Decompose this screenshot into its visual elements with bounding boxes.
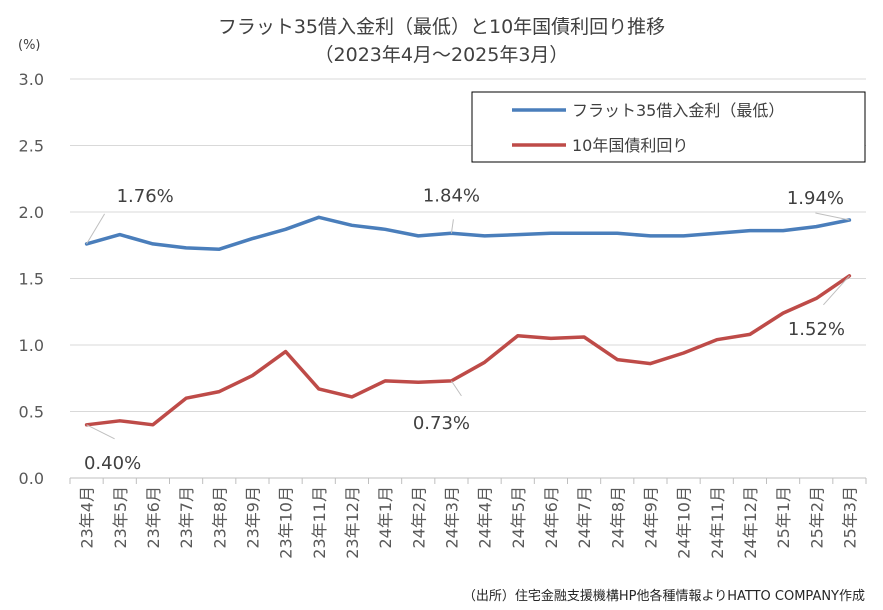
x-tick-label: 24年3月 bbox=[442, 486, 461, 549]
data-label: 1.84% bbox=[423, 185, 480, 206]
y-tick-label: 2.0 bbox=[19, 203, 44, 222]
data-label: 0.73% bbox=[413, 413, 470, 434]
data-label: 0.40% bbox=[84, 453, 141, 474]
x-tick-label: 23年9月 bbox=[243, 486, 262, 549]
annotation-leader bbox=[451, 380, 462, 397]
x-tick-label: 23年12月 bbox=[343, 486, 362, 559]
data-label: 1.94% bbox=[787, 188, 844, 209]
x-tick-label: 24年1月 bbox=[376, 486, 395, 549]
y-tick-label: 0.0 bbox=[19, 469, 44, 488]
x-tick-label: 24年11月 bbox=[708, 486, 727, 559]
x-tick-label: 23年7月 bbox=[177, 486, 196, 549]
y-tick-label: 1.0 bbox=[19, 336, 44, 355]
x-tick-label: 24年2月 bbox=[409, 486, 428, 549]
y-tick-label: 0.5 bbox=[19, 403, 44, 422]
series-line-jgb10y bbox=[84, 274, 852, 427]
x-tick-label: 24年4月 bbox=[476, 486, 495, 549]
chart-subtitle: （2023年4月～2025年3月） bbox=[314, 44, 569, 66]
annotation-leader bbox=[86, 424, 115, 440]
legend-label: 10年国債利回り bbox=[572, 136, 688, 155]
x-tick-label: 24年6月 bbox=[542, 486, 561, 549]
x-tick-label: 23年8月 bbox=[210, 486, 229, 549]
legend-box bbox=[471, 91, 866, 163]
data-label: 1.76% bbox=[117, 186, 174, 207]
source-note: （出所）住宅金融支援機構HP他各種情報よりHATTO COMPANY作成 bbox=[462, 589, 865, 604]
y-tick-label: 2.5 bbox=[19, 137, 44, 156]
x-tick-label: 24年10月 bbox=[675, 486, 694, 559]
annotation-leader bbox=[86, 213, 106, 245]
x-tick-label: 23年11月 bbox=[310, 486, 329, 559]
x-tick-label: 24年5月 bbox=[509, 486, 528, 549]
x-tick-label: 23年5月 bbox=[111, 486, 130, 549]
y-tick-label: 1.5 bbox=[19, 270, 44, 289]
legend-label: フラット35借入金利（最低） bbox=[572, 101, 784, 120]
x-tick-label: 24年12月 bbox=[741, 486, 760, 559]
annotation-leader bbox=[815, 212, 850, 221]
x-tick-label: 24年8月 bbox=[608, 486, 627, 549]
annotation-leader bbox=[450, 219, 454, 234]
x-tick-label: 25年1月 bbox=[774, 486, 793, 549]
x-tick-label: 24年7月 bbox=[575, 486, 594, 549]
x-tick-label: 23年10月 bbox=[277, 486, 296, 559]
y-tick-label: 3.0 bbox=[19, 70, 44, 89]
series-line-flat35 bbox=[84, 215, 852, 251]
data-label: 1.52% bbox=[788, 319, 845, 340]
x-tick-label: 25年2月 bbox=[807, 486, 826, 549]
x-tick-label: 24年9月 bbox=[641, 486, 660, 549]
x-tick-label: 23年4月 bbox=[78, 486, 97, 549]
annotation-leader bbox=[823, 275, 850, 306]
chart-title: フラット35借入金利（最低）と10年国債利回り推移 bbox=[217, 16, 666, 38]
x-tick-label: 25年3月 bbox=[840, 486, 859, 549]
y-axis-unit-label: (%) bbox=[18, 38, 41, 53]
x-tick-label: 23年6月 bbox=[144, 486, 163, 549]
